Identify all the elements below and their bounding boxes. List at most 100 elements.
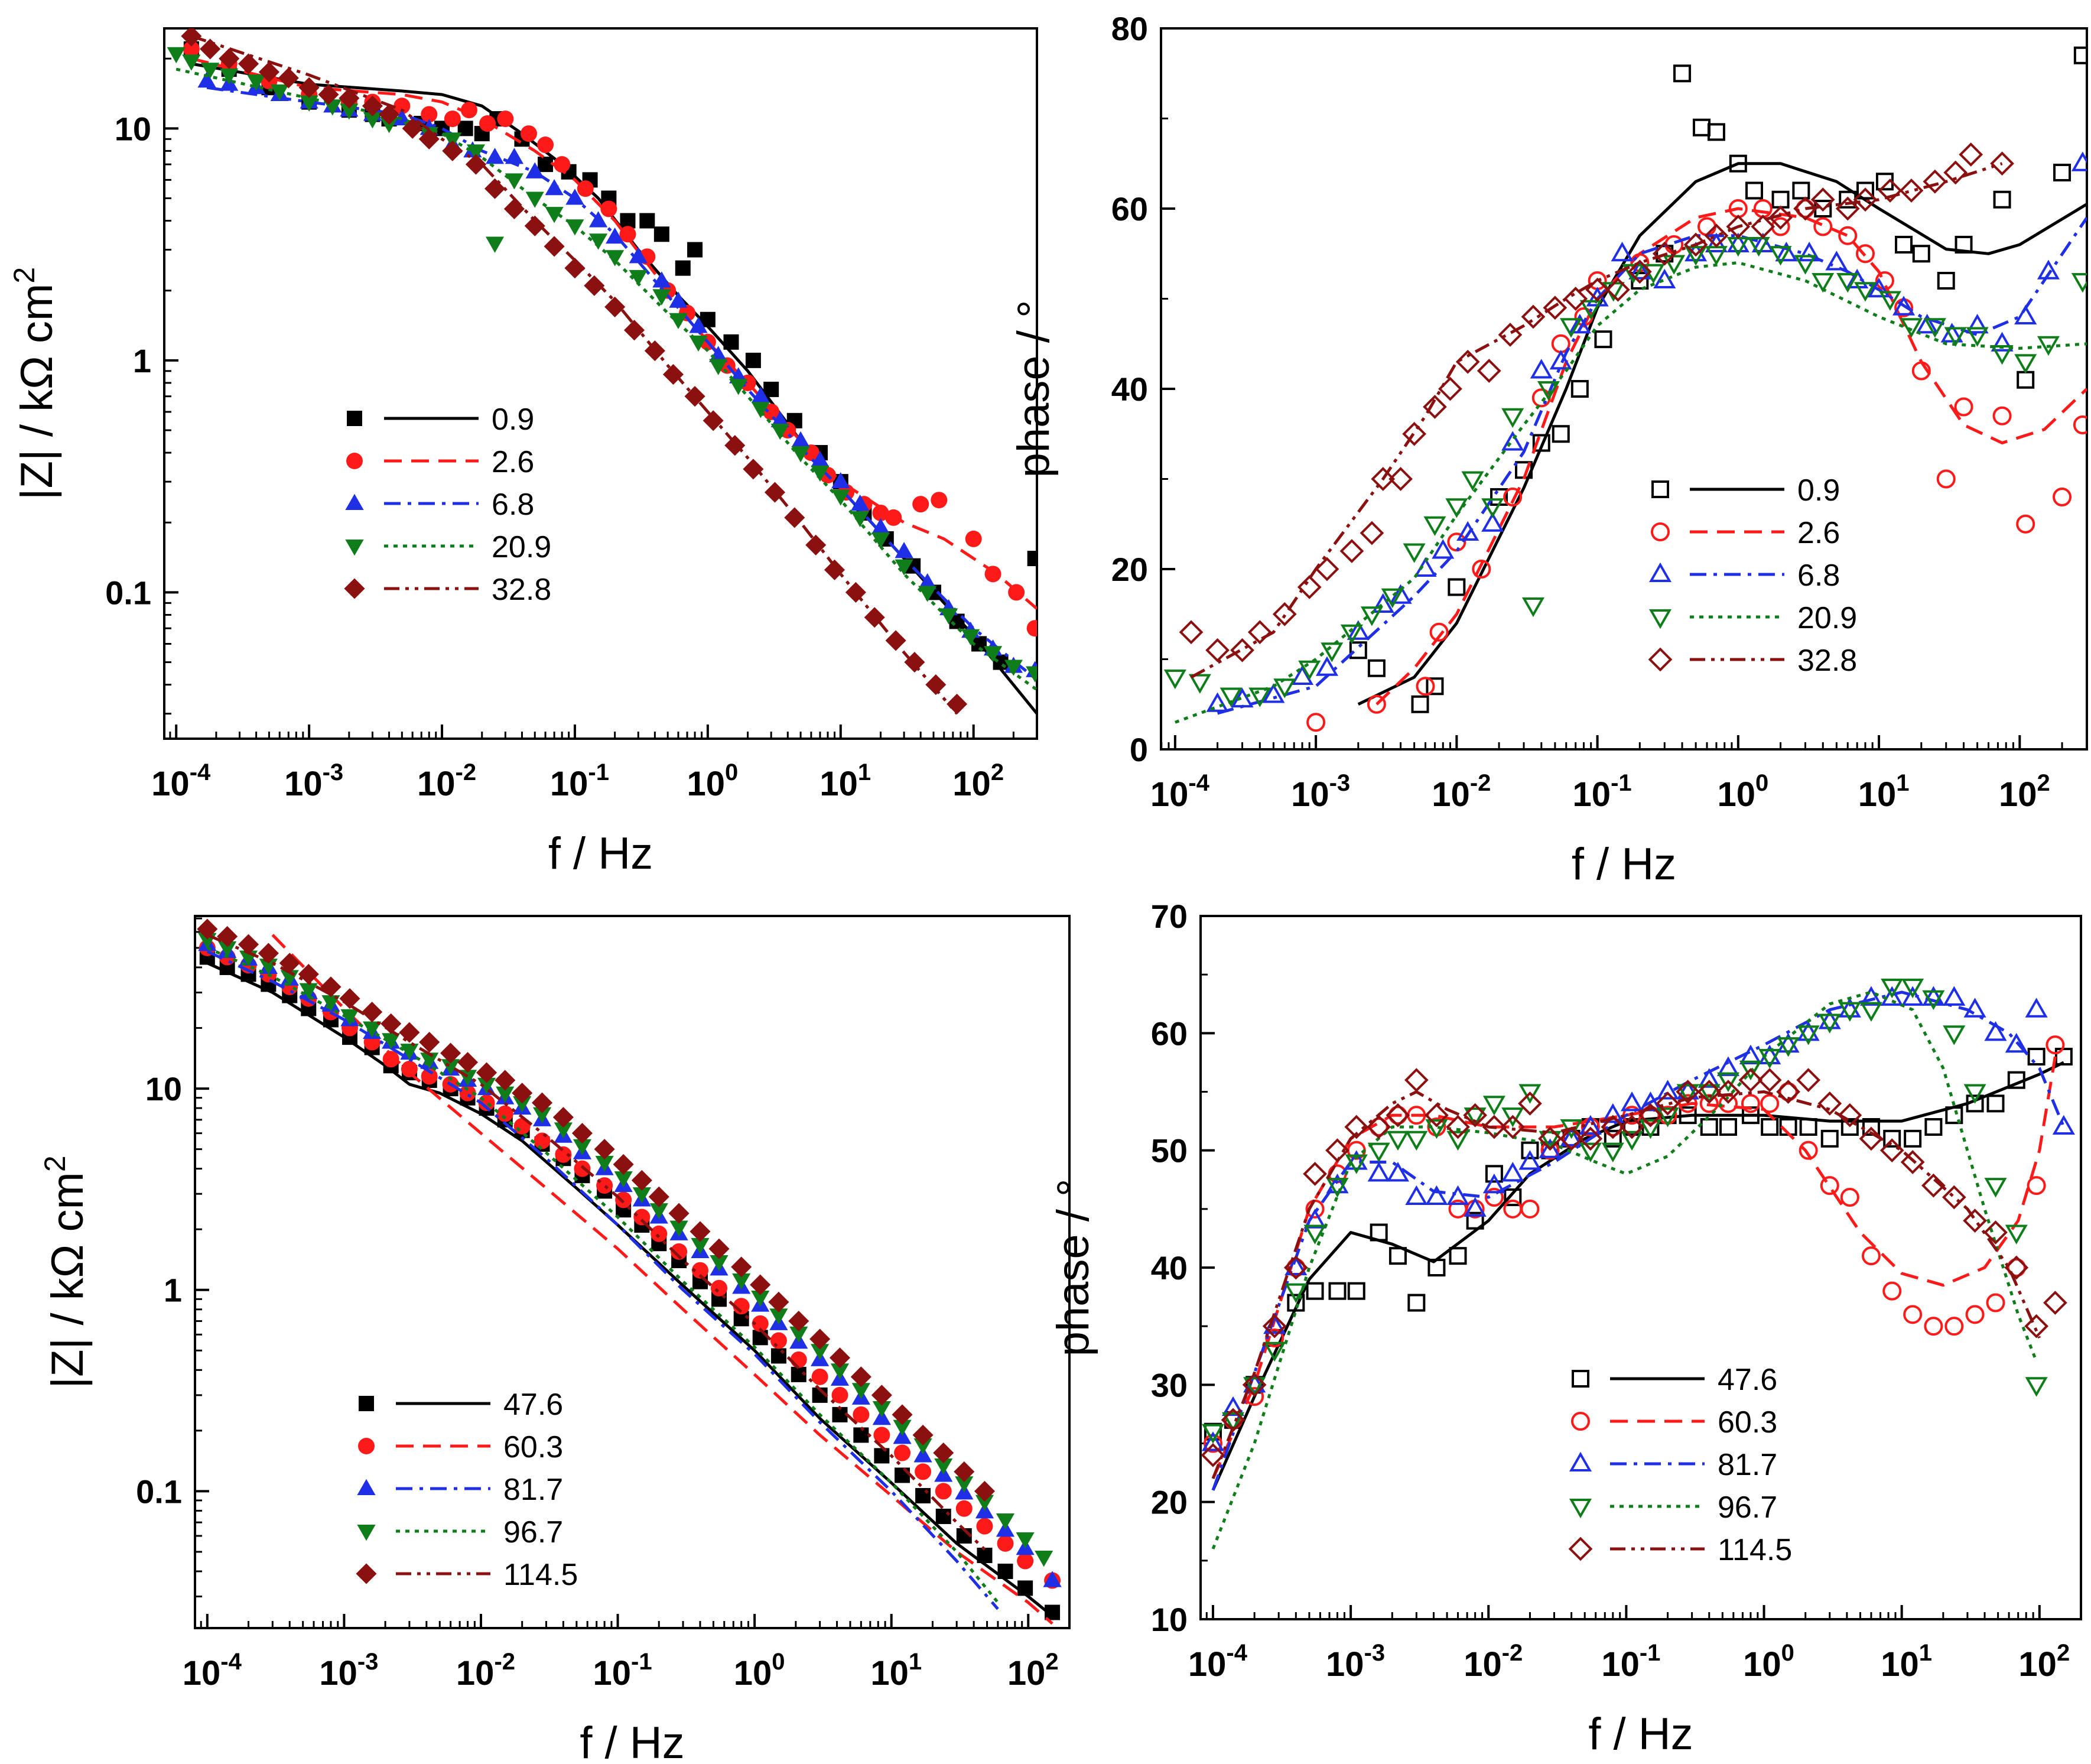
- data-point-60.3: [401, 1061, 418, 1078]
- data-point-20.9: [831, 489, 850, 506]
- data-point-32.8: [904, 652, 925, 673]
- data-point-2.6: [1503, 488, 1523, 506]
- data-point-60.3: [691, 1262, 708, 1279]
- data-point-32.8: [604, 296, 626, 317]
- y-tick-label: 20: [1111, 551, 1148, 588]
- data-point-20.9: [270, 84, 289, 101]
- data-point-2.6: [931, 492, 948, 509]
- data-point-96.7: [1656, 1107, 1679, 1128]
- y-tick-label: 10: [145, 1070, 182, 1107]
- legend-marker-0.9: [347, 411, 362, 426]
- data-point-47.6: [1466, 1211, 1484, 1230]
- data-point-81.7: [1284, 1255, 1308, 1276]
- data-point-114.5: [933, 1443, 954, 1464]
- data-point-32.8: [1704, 223, 1729, 248]
- fit-line-20.9: [1175, 261, 2087, 724]
- data-point-32.8: [1878, 178, 1903, 203]
- data-point-96.7: [1777, 1037, 1800, 1057]
- data-point-32.8: [418, 128, 440, 150]
- data-point-0.9: [2073, 46, 2087, 64]
- data-point-47.6: [1017, 1580, 1033, 1596]
- data-point-47.6: [2054, 1048, 2073, 1065]
- data-point-114.5: [1776, 1080, 1800, 1104]
- data-point-81.7: [1345, 1150, 1368, 1170]
- y-tick-label: 10: [1151, 1601, 1188, 1638]
- data-point-20.9: [652, 289, 671, 306]
- data-point-20.9: [1445, 498, 1468, 518]
- data-point-20.9: [565, 219, 584, 236]
- data-layer: [197, 918, 1062, 1625]
- data-point-47.6: [874, 1448, 890, 1464]
- data-point-2.6: [1447, 532, 1466, 552]
- x-tick-label: 10-3: [1326, 1640, 1385, 1684]
- data-point-47.6: [915, 1487, 931, 1503]
- data-point-60.3: [421, 1068, 438, 1085]
- data-point-96.7: [595, 1155, 614, 1172]
- data-point-60.3: [733, 1298, 750, 1315]
- data-point-0.9: [2017, 371, 2035, 389]
- data-point-114.5: [690, 1221, 711, 1242]
- data-point-96.7: [1881, 978, 1904, 999]
- data-point-96.7: [1758, 1048, 1781, 1069]
- data-point-60.3: [2027, 1176, 2046, 1196]
- data-point-96.7: [1464, 1107, 1487, 1128]
- data-point-6.8: [606, 227, 625, 244]
- legend-label-0.9: 0.9: [492, 402, 534, 437]
- data-point-114.5: [1963, 1209, 1987, 1233]
- data-point-2.6: [1911, 361, 1931, 381]
- data-point-60.3: [831, 1386, 848, 1404]
- data-point-20.9: [1559, 318, 1583, 338]
- fit-line-2.6: [1375, 207, 2087, 706]
- data-point-20.9: [1004, 660, 1023, 676]
- data-layer: [167, 28, 1037, 715]
- data-point-114.5: [339, 988, 360, 1009]
- data-point-114.5: [892, 1404, 913, 1425]
- legend-marker-32.8: [344, 578, 365, 599]
- data-point-20.9: [1705, 246, 1728, 266]
- data-point-81.7: [1963, 998, 1986, 1018]
- data-point-32.8: [1423, 395, 1447, 419]
- data-point-96.7: [1697, 1084, 1721, 1104]
- data-point-32.8: [1477, 359, 1501, 383]
- data-point-60.3: [1503, 1199, 1523, 1219]
- data-point-20.9: [689, 335, 708, 352]
- data-point-81.7: [1386, 1162, 1409, 1182]
- fit-line-81.7: [1211, 990, 2066, 1491]
- data-point-96.7: [1818, 1013, 1841, 1034]
- data-point-114.5: [419, 1032, 440, 1053]
- data-point-32.8: [1205, 638, 1230, 662]
- data-point-32.8: [1585, 277, 1609, 302]
- data-point-20.9: [1769, 246, 1792, 266]
- data-point-2.6: [1954, 397, 1973, 417]
- chart-bottom-left: 10-4 10-3 10-2 10-1 100 101 102 0.1 1 10 f / Hz |Z|…: [38, 915, 1071, 1764]
- data-point-47.6: [1328, 1282, 1347, 1300]
- y-axis-label: phase / °: [1009, 300, 1059, 478]
- data-point-20.9: [1461, 471, 1484, 491]
- legend: 0.9 2.6 6.8 20.9 32.8: [1648, 473, 1857, 678]
- data-point-114.5: [258, 943, 279, 964]
- plot-frame: [1199, 915, 2082, 1620]
- data-point-81.7: [1326, 1173, 1349, 1194]
- plot-frame: [1160, 27, 2088, 751]
- data-point-6.8: [1456, 521, 1479, 541]
- data-point-20.9: [871, 532, 890, 549]
- data-point-6.8: [565, 189, 584, 205]
- data-point-32.8: [644, 340, 665, 362]
- data-point-47.6: [1761, 1118, 1779, 1136]
- y-tick-label: 20: [1151, 1484, 1188, 1521]
- data-point-81.7: [1818, 1009, 1841, 1029]
- data-point-60.3: [1369, 1117, 1388, 1136]
- data-point-20.9: [1878, 291, 1901, 311]
- x-tick-label: 102: [1007, 1649, 1059, 1692]
- data-point-20.9: [1747, 236, 1770, 257]
- legend-label-2.6: 2.6: [1797, 516, 1840, 550]
- data-point-81.7: [1425, 1185, 1448, 1206]
- data-point-96.7: [1221, 1412, 1245, 1432]
- data-point-114.5: [1221, 1408, 1246, 1432]
- data-point-32.8: [864, 607, 885, 628]
- data-point-20.9: [247, 74, 266, 91]
- data-point-96.7: [1579, 1142, 1602, 1162]
- data-point-60.3: [1484, 1188, 1504, 1207]
- legend-label-96.7: 96.7: [1718, 1490, 1777, 1525]
- y-axis-label: |Z| / kΩ cm2: [38, 1155, 93, 1388]
